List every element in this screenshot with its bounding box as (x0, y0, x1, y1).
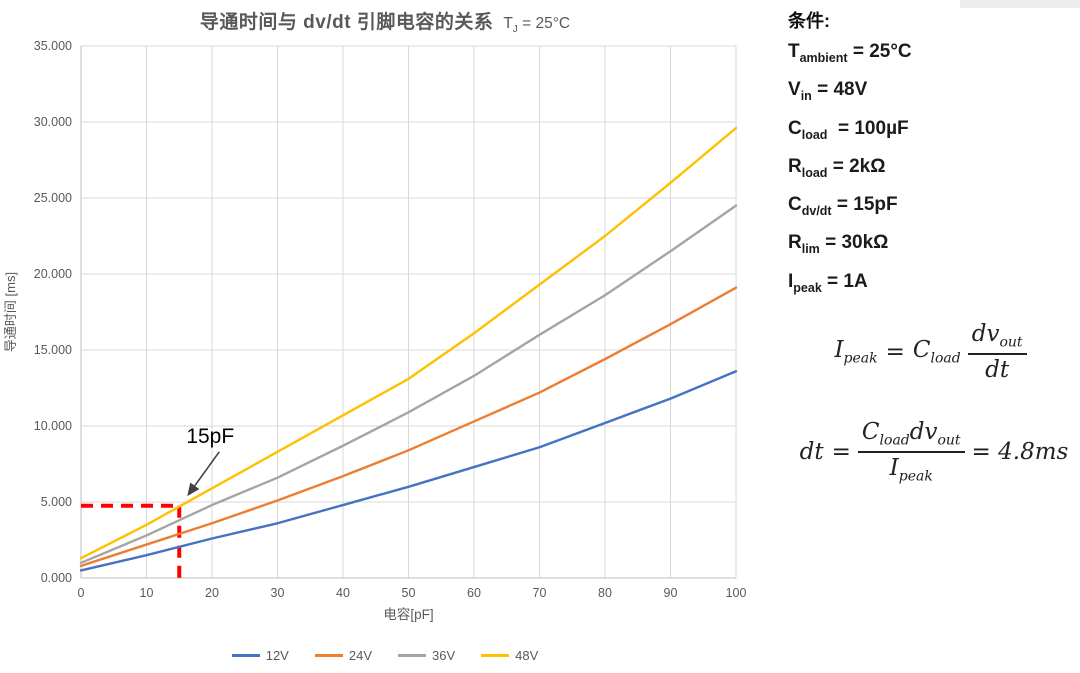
legend-item-36v: 36V (398, 648, 455, 663)
annotation-text: 15pF (186, 425, 234, 448)
y-tick-label: 5.000 (41, 495, 72, 509)
x-tick-label: 20 (205, 586, 219, 600)
x-tick-label: 70 (533, 586, 547, 600)
legend-label: 48V (515, 647, 539, 663)
window-edge-strip (960, 0, 1080, 8)
fraction: dvout dt (967, 322, 1027, 384)
condition-row: Ipeak = 1A (788, 270, 868, 295)
x-tick-label: 90 (664, 586, 678, 600)
fraction-denominator: dt (985, 357, 1010, 384)
legend-swatch (314, 653, 343, 657)
formula-lhs: Ipeak (834, 337, 878, 367)
fraction-numerator: dvout (967, 322, 1027, 356)
line-chart: 0.000 5.000 10.000 15.000 20.000 25.000 30.000… (3, 39, 747, 622)
formula-lhs: dt (799, 439, 824, 466)
y-axis-title: 导通时间 [ms] (3, 272, 18, 352)
fraction-numerator: Cloaddvout (857, 420, 965, 454)
y-tick-label: 25.000 (34, 191, 72, 205)
y-tick-label: 30.000 (34, 115, 72, 129)
series-line-24v (79, 286, 738, 568)
condition-row: Vin = 48V (788, 79, 868, 104)
condition-row: Cload = 100µF (788, 117, 909, 142)
y-tick-label: 15.000 (34, 343, 72, 357)
x-tick-label: 50 (402, 586, 416, 600)
legend-label: 36V (432, 647, 456, 663)
legend-swatch (231, 653, 260, 657)
chart-legend: 12V 24V 36V 48V (0, 645, 770, 665)
condition-row: Cdv/dt = 15pF (788, 194, 898, 218)
x-tick-label: 10 (140, 586, 154, 600)
x-axis-title: 电容[pF] (383, 606, 433, 622)
formula-coefficient: Cload (912, 337, 961, 367)
x-tick-label: 30 (271, 586, 285, 600)
formula-ipeak: Ipeak = Cload dvout dt (788, 322, 1080, 382)
conditions-panel: 条件: Tambient = 25°C Vin = 48V Cload = 10… (788, 0, 1080, 673)
legend-swatch (481, 653, 510, 657)
formula-result: = 4.8ms (971, 439, 1069, 466)
legend-item-12v: 12V (231, 647, 289, 663)
y-tick-label: 20.000 (34, 267, 72, 281)
legend-label: 12V (265, 647, 289, 663)
legend-item-48v: 48V (481, 648, 538, 663)
x-tick-label: 40 (336, 586, 350, 600)
y-tick-label: 10.000 (34, 419, 72, 433)
x-tick-label: 60 (467, 586, 481, 600)
fraction: Cloaddvout Ipeak (857, 420, 965, 485)
fraction-denominator: Ipeak (889, 455, 933, 485)
legend-swatch (398, 653, 426, 657)
condition-row: Tambient = 25°C (788, 41, 912, 65)
chart-panel: 导通时间与 dv/dt 引脚电容的关系 TJ = 25°C 0.000 5.000 1… (0, 7, 770, 665)
x-tick-label: 100 (726, 586, 747, 600)
x-tick-label: 0 (78, 586, 85, 600)
series-line-48v (79, 126, 738, 560)
series-line-36v (79, 204, 738, 564)
chart-title: 导通时间与 dv/dt 引脚电容的关系 TJ = 25°C (0, 7, 770, 35)
legend-label: 24V (348, 647, 372, 663)
formula-dt: dt = Cloaddvout Ipeak = 4.8ms (799, 419, 1069, 485)
y-tick-label: 0.000 (41, 571, 72, 585)
condition-row: Rload = 2kΩ (788, 155, 886, 180)
chart-title-condition: TJ = 25°C (503, 15, 571, 36)
conditions-title: 条件: (788, 11, 830, 31)
condition-row: Rlim = 30kΩ (788, 232, 889, 257)
annotation-arrow (187, 451, 220, 497)
legend-item-24v: 24V (314, 647, 372, 663)
series-line-12v (79, 370, 738, 572)
conditions-list: Tambient = 25°C Vin = 48V Cload = 100µF … (788, 36, 1080, 304)
x-tick-label: 80 (598, 586, 612, 600)
chart-title-main: 导通时间与 dv/dt 引脚电容的关系 (199, 12, 494, 33)
y-tick-label: 35.000 (34, 39, 72, 53)
